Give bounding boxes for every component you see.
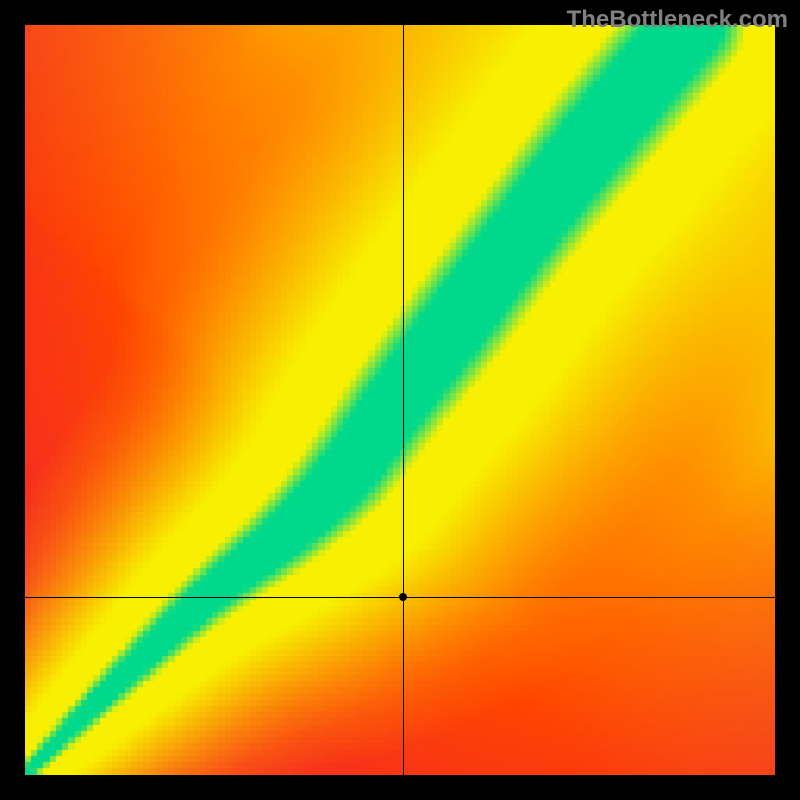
marker-point [399, 593, 407, 601]
bottleneck-heatmap [25, 25, 775, 775]
chart-container: TheBottleneck.com [0, 0, 800, 800]
crosshair-vertical [403, 25, 404, 775]
watermark-text: TheBottleneck.com [567, 6, 788, 34]
